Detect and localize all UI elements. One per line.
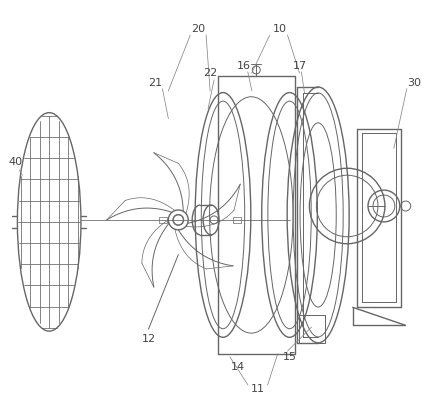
Text: 21: 21 [148,78,163,88]
Text: 11: 11 [251,384,265,394]
Text: 30: 30 [407,78,421,88]
Text: 17: 17 [293,61,306,71]
Text: 20: 20 [191,24,205,34]
Text: 12: 12 [142,334,155,344]
Text: 14: 14 [231,362,245,372]
Bar [233,217,241,223]
Bar [159,217,167,223]
Text: 16: 16 [237,61,251,71]
Text: 15: 15 [282,352,297,362]
Text: 22: 22 [203,68,217,78]
Text: 40: 40 [8,157,23,167]
Text: 10: 10 [273,24,287,34]
